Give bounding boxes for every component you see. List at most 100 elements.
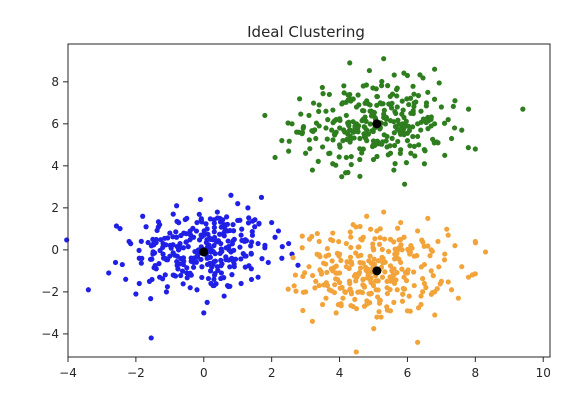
- scatter-point-series-3: [300, 273, 306, 279]
- scatter-point-series-1: [211, 224, 218, 231]
- scatter-point-series-3: [420, 276, 426, 282]
- scatter-point-series-1: [265, 259, 271, 266]
- scatter-point-series-3: [313, 278, 319, 284]
- scatter-point-series-2: [332, 132, 338, 138]
- scatter-point-series-3: [425, 215, 431, 221]
- scatter-point-series-3: [387, 263, 394, 269]
- scatter-point-series-1: [168, 245, 174, 251]
- scatter-point-series-1: [249, 229, 255, 235]
- scatter-point-series-2: [348, 153, 354, 160]
- scatter-point-series-2: [420, 116, 427, 122]
- scatter-point-series-2: [381, 56, 387, 62]
- scatter-point-series-1: [133, 291, 139, 297]
- scatter-point-series-3: [352, 271, 359, 278]
- scatter-point-series-3: [367, 253, 373, 259]
- scatter-point-series-3: [358, 252, 364, 258]
- scatter-point-series-2: [359, 118, 365, 124]
- scatter-point-series-2: [411, 143, 417, 149]
- scatter-point-series-1: [206, 242, 212, 248]
- scatter-point-series-1: [249, 232, 256, 238]
- scatter-point-series-3: [395, 225, 401, 231]
- scatter-point-series-3: [399, 266, 405, 272]
- y-axis: −4 −2 0 2 4 6 8: [41, 75, 68, 341]
- scatter-point-series-3: [330, 237, 336, 244]
- scatter-point-series-2: [343, 170, 349, 176]
- scatter-point-series-1: [230, 228, 237, 234]
- scatter-point-series-3: [332, 282, 338, 288]
- scatter-point-series-3: [310, 272, 316, 279]
- scatter-point-series-1: [218, 263, 224, 269]
- scatter-point-series-2: [337, 116, 343, 122]
- x-axis: −4 −2 0 2 4 6 8 10: [59, 357, 551, 380]
- scatter-point-series-2: [352, 128, 358, 134]
- scatter-point-series-3: [300, 289, 306, 295]
- scatter-point-series-3: [380, 260, 386, 266]
- scatter-point-series-3: [323, 280, 329, 286]
- scatter-point-series-3: [333, 270, 339, 276]
- scatter-point-series-2: [315, 158, 321, 164]
- scatter-point-series-1: [152, 262, 158, 269]
- scatter-point-series-2: [310, 100, 317, 106]
- scatter-point-series-1: [227, 283, 233, 289]
- scatter-point-series-2: [388, 105, 395, 111]
- scatter-point-series-2: [343, 154, 349, 161]
- scatter-point-series-1: [180, 281, 186, 287]
- scatter-point-series-3: [368, 290, 374, 296]
- scatter-point-series-2: [445, 117, 451, 123]
- scatter-point-series-2: [326, 91, 332, 98]
- scatter-point-series-3: [448, 287, 455, 293]
- scatter-point-series-3: [316, 282, 322, 289]
- scatter-point-series-1: [207, 261, 213, 267]
- scatter-point-series-3: [349, 261, 355, 267]
- scatter-point-series-1: [138, 238, 144, 244]
- scatter-point-series-2: [398, 147, 404, 153]
- scatter-point-series-3: [336, 253, 342, 259]
- scatter-point-series-1: [225, 238, 231, 244]
- scatter-point-series-1: [230, 221, 236, 228]
- scatter-point-series-3: [323, 261, 329, 267]
- scatter-point-series-3: [382, 269, 388, 275]
- scatter-point-series-1: [192, 248, 198, 255]
- scatter-point-series-3: [392, 251, 398, 257]
- scatter-point-series-1: [243, 238, 250, 244]
- scatter-point-series-2: [402, 181, 408, 187]
- scatter-point-series-3: [336, 238, 342, 245]
- scatter-point-series-1: [204, 299, 210, 305]
- scatter-point-series-1: [262, 242, 268, 248]
- scatter-point-series-2: [357, 135, 363, 142]
- y-tick-label: 4: [51, 159, 59, 173]
- scatter-point-series-2: [367, 121, 373, 127]
- scatter-point-series-2: [448, 135, 455, 142]
- scatter-point-series-2: [389, 100, 395, 106]
- scatter-point-series-2: [399, 111, 405, 117]
- centers-layer: [199, 119, 382, 276]
- scatter-point-series-3: [355, 244, 361, 250]
- scatter-point-series-2: [436, 80, 442, 86]
- scatter-point-series-1: [128, 241, 134, 247]
- scatter-point-series-2: [389, 135, 395, 141]
- scatter-point-series-3: [441, 257, 448, 263]
- scatter-point-series-3: [371, 246, 377, 252]
- scatter-point-series-1: [162, 272, 168, 278]
- scatter-point-series-3: [352, 296, 358, 302]
- scatter-point-series-3: [368, 260, 374, 266]
- scatter-point-series-1: [224, 214, 230, 220]
- scatter-point-series-1: [183, 239, 189, 245]
- scatter-point-series-3: [455, 295, 461, 301]
- scatter-point-series-1: [153, 239, 159, 246]
- scatter-point-series-1: [217, 250, 223, 256]
- scatter-point-series-1: [224, 221, 231, 227]
- scatter-point-series-2: [387, 118, 394, 124]
- scatter-point-series-2: [313, 120, 320, 126]
- scatter-point-series-1: [198, 217, 204, 223]
- scatter-point-series-3: [445, 232, 451, 238]
- scatter-point-series-1: [174, 259, 180, 265]
- scatter-point-series-1: [269, 219, 275, 226]
- scatter-point-series-2: [286, 138, 292, 144]
- scatter-point-series-3: [293, 288, 299, 294]
- scatter-point-series-3: [344, 259, 350, 265]
- scatter-point-series-1: [203, 221, 209, 227]
- scatter-point-series-2: [366, 67, 372, 74]
- scatter-point-series-1: [227, 264, 233, 270]
- scatter-point-series-3: [384, 304, 390, 310]
